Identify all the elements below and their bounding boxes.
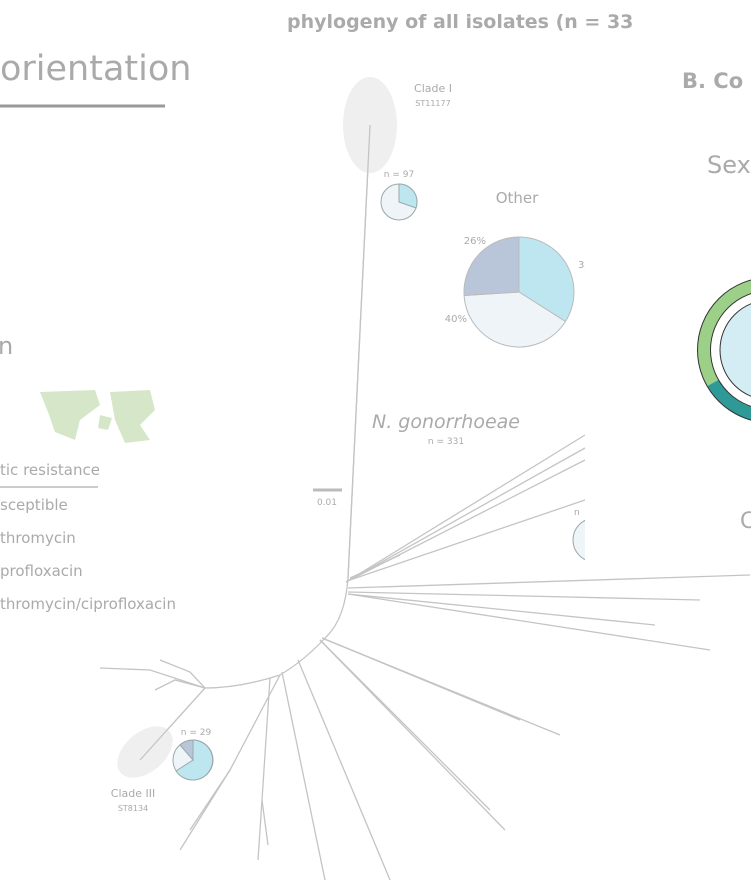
clade-label: Clade III (111, 787, 155, 800)
donut-edge (710, 293, 751, 407)
species-n: n = 331 (428, 437, 464, 447)
pie: 34 40% 26% (445, 236, 591, 348)
pie-slice (463, 236, 520, 296)
clade-st: ST8134 (118, 804, 148, 813)
panel-bottom: C (740, 509, 751, 534)
legend-item: profloxacin (0, 562, 83, 580)
inner-circle (719, 303, 751, 397)
other-label: Other (496, 189, 539, 207)
clade-label: Clade I (414, 82, 452, 95)
donut-edge (697, 279, 751, 421)
pie-n: n = 97 (384, 170, 414, 180)
branch (347, 124, 371, 579)
map (40, 390, 155, 443)
scale-label: 0.01 (317, 498, 337, 508)
clade-st: ST11177 (415, 99, 450, 108)
pie-label: 26% (464, 236, 486, 247)
pie-label: 40% (445, 314, 467, 325)
pie-slice (463, 291, 567, 348)
species-name: N. gonorrhoeae (372, 411, 520, 433)
legend-item: thromycin (0, 529, 76, 547)
legend-item: sceptible (0, 496, 68, 514)
legend-item: thromycin/ciprofloxacin (0, 595, 176, 613)
title: orientation (0, 49, 191, 89)
panel-title: B. Co (682, 69, 743, 93)
legend: sceptible thromycin profloxacin thromycin/c… (0, 496, 176, 613)
panel-label: Sex (707, 151, 751, 179)
pie-label: 34 (578, 260, 591, 271)
donut-ring (697, 280, 751, 420)
donut-segment (707, 379, 751, 421)
pie-n: n = 29 (181, 728, 212, 738)
branch (139, 687, 206, 761)
header-fragment: phylogeny of all isolates (n = 33 (287, 11, 633, 33)
pie-n: n (574, 508, 580, 518)
panel-b (585, 0, 751, 566)
legend-title: tic resistance (0, 461, 100, 479)
left-fragment: n (0, 332, 13, 360)
